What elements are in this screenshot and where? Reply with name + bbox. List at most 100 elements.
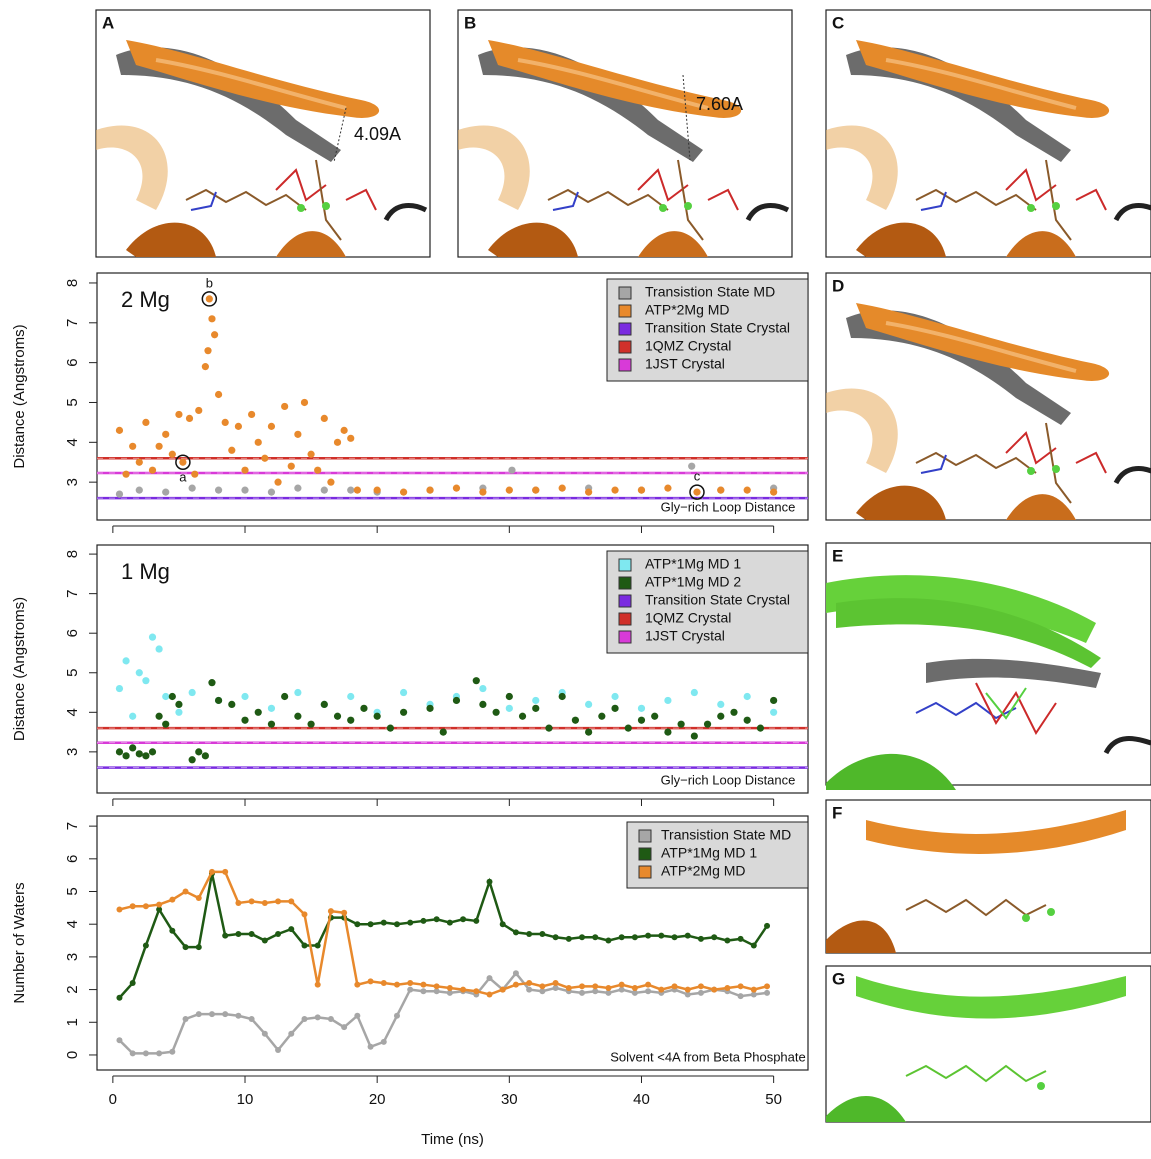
point xyxy=(526,987,532,993)
panel-letter: B xyxy=(464,13,476,32)
point xyxy=(526,931,532,937)
point xyxy=(572,717,579,724)
point xyxy=(559,693,566,700)
point xyxy=(301,911,307,917)
point xyxy=(354,1013,360,1019)
point xyxy=(394,1013,400,1019)
point xyxy=(500,987,506,993)
note: Solvent <4A from Beta Phosphate xyxy=(610,1049,806,1064)
point xyxy=(539,931,545,937)
y-tick-label: 4 xyxy=(64,708,81,716)
point xyxy=(526,980,532,986)
point xyxy=(724,938,730,944)
point xyxy=(473,918,479,924)
point xyxy=(179,459,186,466)
point xyxy=(202,752,209,759)
point xyxy=(764,990,770,996)
legend-label: Transition State Crystal xyxy=(645,592,790,608)
point xyxy=(314,467,321,474)
point xyxy=(156,443,163,450)
point xyxy=(545,725,552,732)
image-panel: G xyxy=(826,966,1151,1122)
point xyxy=(619,982,625,988)
point xyxy=(553,980,559,986)
point xyxy=(347,693,354,700)
point xyxy=(156,645,163,652)
x-tick-label: 0 xyxy=(109,1091,117,1108)
point xyxy=(487,975,493,981)
point xyxy=(261,455,268,462)
point xyxy=(434,916,440,922)
point xyxy=(183,889,189,895)
point xyxy=(321,415,328,422)
point xyxy=(347,487,354,494)
point xyxy=(321,701,328,708)
point xyxy=(638,705,645,712)
point xyxy=(262,1031,268,1037)
point xyxy=(281,693,288,700)
point xyxy=(162,721,169,728)
point xyxy=(143,1050,149,1056)
x-tick-label: 20 xyxy=(369,1091,386,1108)
legend-label: Transition State Crystal xyxy=(645,320,790,336)
point xyxy=(129,443,136,450)
legend-swatch xyxy=(639,848,651,860)
point xyxy=(191,471,198,478)
point xyxy=(341,910,347,916)
point xyxy=(142,677,149,684)
point xyxy=(453,697,460,704)
y-axis-label: Distance (Angstroms) xyxy=(11,324,28,468)
point xyxy=(374,713,381,720)
point xyxy=(116,491,123,498)
y-tick-label: 4 xyxy=(64,438,81,446)
point xyxy=(347,717,354,724)
point xyxy=(394,921,400,927)
point xyxy=(632,934,638,940)
point xyxy=(685,987,691,993)
y-tick-label: 5 xyxy=(64,887,81,895)
point xyxy=(249,931,255,937)
panel-letter: E xyxy=(832,546,843,565)
point xyxy=(513,929,519,935)
point xyxy=(770,489,777,496)
point xyxy=(440,728,447,735)
point xyxy=(209,1011,215,1017)
point xyxy=(493,709,500,716)
point xyxy=(407,987,413,993)
point xyxy=(407,980,413,986)
point xyxy=(169,1049,175,1055)
point xyxy=(169,928,175,934)
point xyxy=(328,908,334,914)
x-tick-label: 50 xyxy=(765,1091,782,1108)
point xyxy=(122,657,129,664)
point xyxy=(368,921,374,927)
point xyxy=(717,713,724,720)
point xyxy=(532,697,539,704)
highlight-label: c xyxy=(694,469,701,484)
point xyxy=(479,701,486,708)
point xyxy=(341,427,348,434)
y-tick-label: 7 xyxy=(64,319,81,327)
highlight-label: b xyxy=(206,275,213,290)
legend-swatch xyxy=(639,866,651,878)
point xyxy=(585,728,592,735)
point xyxy=(235,900,241,906)
point xyxy=(294,485,301,492)
point xyxy=(381,920,387,926)
point xyxy=(294,689,301,696)
point xyxy=(288,898,294,904)
point xyxy=(738,993,744,999)
point xyxy=(209,869,215,875)
point xyxy=(169,897,175,903)
point xyxy=(645,988,651,994)
point xyxy=(262,900,268,906)
legend-swatch xyxy=(619,341,631,353)
point xyxy=(658,933,664,939)
image-panel: D xyxy=(826,273,1151,520)
point xyxy=(368,978,374,984)
distance-label: 7.60A xyxy=(696,94,743,114)
point xyxy=(585,489,592,496)
y-tick-label: 3 xyxy=(64,478,81,486)
point xyxy=(142,752,149,759)
